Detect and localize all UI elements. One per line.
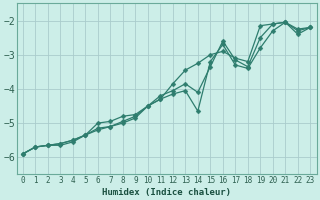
X-axis label: Humidex (Indice chaleur): Humidex (Indice chaleur) bbox=[102, 188, 231, 197]
